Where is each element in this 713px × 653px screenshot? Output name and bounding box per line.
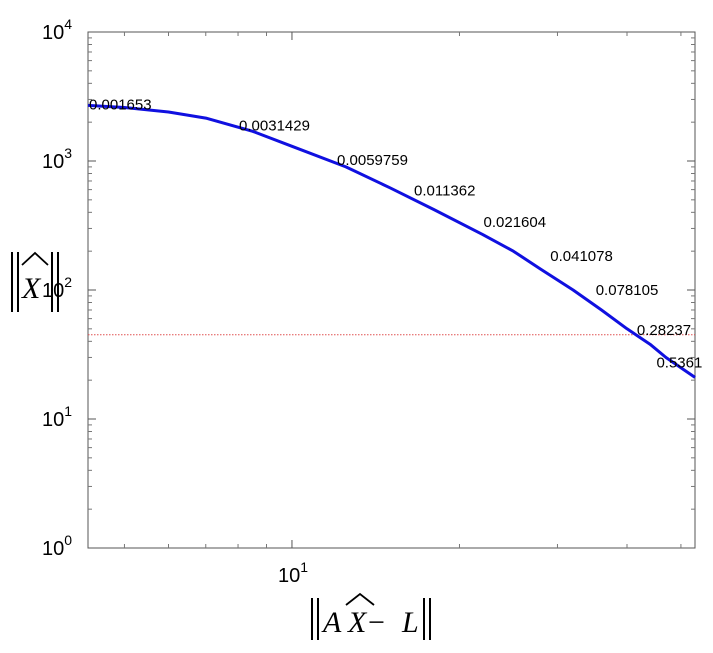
series-line [87,103,696,379]
series-group [87,103,696,379]
point-label: 0.0059759 [337,152,408,169]
y-tick-label: 100 [42,532,72,560]
x-axis-label: A X − L [311,592,431,640]
point-label: 0.5361 [656,354,702,371]
point-label: 0.0031429 [239,118,310,135]
y-tick-label: 101 [42,403,72,431]
point-label: 0.011362 [414,183,475,200]
point-label: 0.021604 [484,214,547,231]
y-tick-label: 104 [42,16,72,44]
point-label: 0.001653 [89,96,152,113]
y-tick-label: 103 [42,145,72,173]
y-label-hat [21,251,49,266]
x-tick-label: 101 [278,559,308,587]
point-label: 0.28237 [637,322,691,339]
x-label-x: X [347,606,368,639]
x-label-minus: − [368,606,385,639]
x-label-l: L [401,606,419,639]
point-label: 0.078105 [596,282,659,299]
point-labels-group: 0.001653 0.0031429 0.0059759 0.011362 0.0216… [89,96,702,371]
x-label-hat [345,592,375,606]
point-label: 0.041078 [550,248,613,265]
x-label-a: A [321,606,342,639]
y-axis-label: X [11,251,59,312]
y-label-x: X [21,272,42,305]
